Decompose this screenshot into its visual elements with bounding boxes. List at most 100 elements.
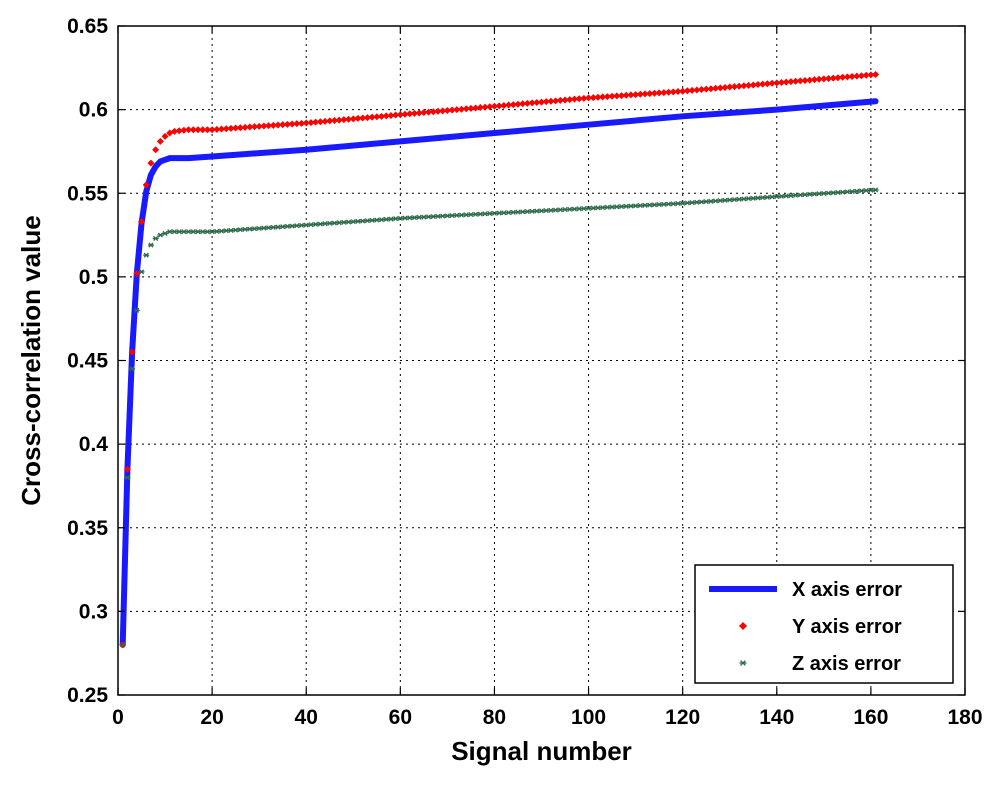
data-point-stroke xyxy=(195,229,201,235)
data-point-stroke xyxy=(830,190,836,196)
data-point-stroke xyxy=(694,199,700,205)
data-point xyxy=(312,118,320,126)
data-point xyxy=(759,80,767,88)
data-point-stroke xyxy=(515,209,521,215)
data-point xyxy=(514,100,522,108)
data-point-stroke xyxy=(609,204,615,210)
data-point xyxy=(321,117,329,125)
data-point xyxy=(213,125,221,133)
data-point xyxy=(222,125,230,133)
data-point-stroke xyxy=(807,191,813,197)
data-point xyxy=(726,83,734,91)
data-point-stroke xyxy=(270,224,276,230)
data-point-stroke xyxy=(614,204,620,210)
data-point-stroke xyxy=(237,227,243,233)
data-point-stroke xyxy=(567,206,573,212)
data-point xyxy=(467,104,475,112)
data-point xyxy=(683,87,691,95)
data-point xyxy=(260,122,268,130)
data-point-stroke xyxy=(298,222,305,228)
data-point xyxy=(632,91,640,99)
data-point xyxy=(843,73,851,81)
data-point xyxy=(745,81,753,89)
data-point-stroke xyxy=(647,202,653,208)
data-point-stroke xyxy=(322,221,328,227)
legend-swatch-marker xyxy=(739,622,747,630)
data-point xyxy=(175,127,183,135)
data-point xyxy=(274,121,282,129)
data-point-stroke xyxy=(548,207,554,213)
data-point-stroke xyxy=(294,223,300,229)
series-3 xyxy=(119,187,879,648)
data-point-stroke xyxy=(134,307,140,313)
data-point-stroke xyxy=(313,221,319,227)
data-point xyxy=(152,235,159,241)
data-point-stroke xyxy=(844,189,850,195)
data-point xyxy=(129,366,136,372)
data-point xyxy=(330,116,338,124)
data-point xyxy=(307,119,315,127)
data-point-stroke xyxy=(524,209,530,215)
data-point-stroke xyxy=(825,190,832,196)
data-point xyxy=(396,111,404,119)
data-point xyxy=(500,101,508,109)
data-point-stroke xyxy=(242,226,248,232)
data-point xyxy=(712,84,720,92)
data-point xyxy=(768,79,776,87)
data-point-stroke xyxy=(280,224,286,230)
data-point xyxy=(872,71,880,79)
data-point-stroke xyxy=(388,216,394,222)
data-point xyxy=(660,89,668,97)
y-tick-label: 0.3 xyxy=(79,600,108,623)
data-point xyxy=(401,110,409,118)
data-point xyxy=(152,146,160,154)
data-point xyxy=(580,94,588,102)
data-point-stroke xyxy=(162,230,168,236)
data-point xyxy=(453,106,461,114)
data-point xyxy=(519,100,527,108)
data-point-stroke xyxy=(642,202,648,208)
data-point-stroke xyxy=(473,211,479,217)
data-point-stroke xyxy=(873,187,879,193)
data-point-stroke xyxy=(120,642,126,648)
data-point xyxy=(157,232,164,238)
data-point-stroke xyxy=(228,227,234,233)
data-point xyxy=(820,75,828,83)
data-point-stroke xyxy=(529,208,535,214)
data-point-stroke xyxy=(449,213,455,219)
data-point xyxy=(622,91,630,99)
data-point xyxy=(133,307,140,313)
data-point-stroke xyxy=(327,220,333,226)
data-point-stroke xyxy=(411,215,418,221)
data-point xyxy=(862,71,870,79)
data-point-stroke xyxy=(350,219,356,225)
data-point xyxy=(693,86,701,94)
data-point xyxy=(867,71,875,79)
data-point-stroke xyxy=(364,218,370,224)
data-point xyxy=(162,230,169,236)
data-point xyxy=(203,126,211,134)
data-point xyxy=(730,83,738,91)
data-point-stroke xyxy=(223,228,229,234)
data-point xyxy=(848,72,856,80)
data-point-stroke xyxy=(430,214,436,220)
data-point xyxy=(505,101,513,109)
y-tick-label: 0.25 xyxy=(67,684,108,707)
data-point xyxy=(335,116,343,124)
data-point xyxy=(147,159,155,167)
data-point-stroke xyxy=(186,229,192,235)
data-point-stroke xyxy=(266,225,272,231)
data-point xyxy=(462,105,470,113)
data-point xyxy=(495,102,503,110)
data-point xyxy=(326,117,334,125)
data-point-stroke xyxy=(802,192,808,198)
data-point-stroke xyxy=(750,195,756,201)
data-point-stroke xyxy=(840,189,846,195)
data-point-stroke xyxy=(506,210,512,216)
data-point xyxy=(627,91,635,99)
data-point xyxy=(486,103,494,111)
series-line xyxy=(119,98,879,648)
data-point-stroke xyxy=(520,209,526,215)
y-tick-label: 0.5 xyxy=(79,266,109,289)
